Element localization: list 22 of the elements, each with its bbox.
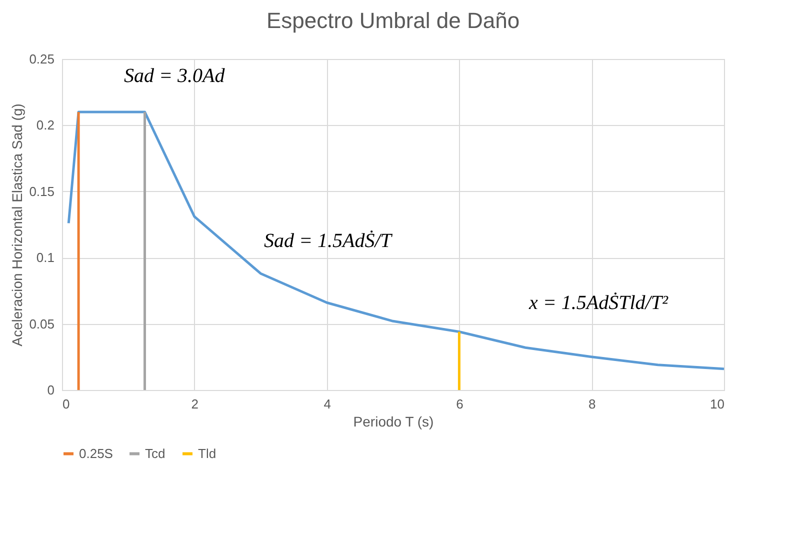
legend-label: 0.25S — [79, 446, 114, 461]
x-axis-title: Periodo T (s) — [353, 414, 434, 430]
y-tick-label: 0 — [47, 382, 54, 398]
y-tick-label: 0.15 — [29, 184, 54, 199]
legend-label: Tcd — [145, 446, 166, 461]
y-tick-label: 0.25 — [29, 52, 54, 66]
x-tick-label: 6 — [456, 396, 464, 412]
y-axis-title: Aceleracion Horizontal Elastica Sad (g) — [9, 104, 26, 346]
annotation: x = 1.5AdṠTld/T² — [528, 292, 669, 314]
legend-label: Tld — [198, 446, 216, 461]
y-tick-label: 0.2 — [36, 118, 54, 133]
x-tick-label: 0 — [62, 396, 70, 412]
x-tick-label: 2 — [191, 396, 199, 412]
x-tick-label: 4 — [324, 396, 331, 412]
x-tick-label: 8 — [588, 396, 596, 412]
y-tick-label: 0.05 — [29, 316, 54, 332]
chart-title: Espectro Umbral de Daño — [266, 8, 520, 33]
y-tick-label: 0.1 — [36, 250, 54, 266]
line-series — [67, 110, 724, 370]
annotation: Sad = 3.0Ad — [124, 65, 226, 87]
annotation: Sad = 1.5AdṠ/T — [264, 230, 394, 252]
x-tick-label: 10 — [710, 396, 724, 412]
